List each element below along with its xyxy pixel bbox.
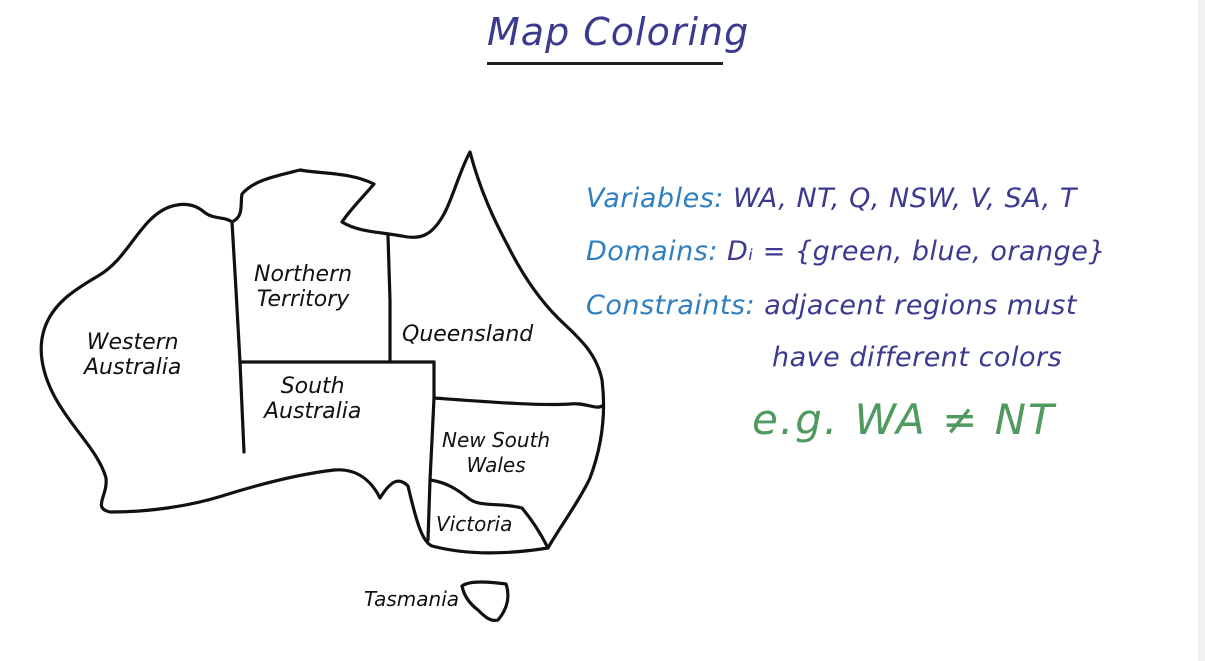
- label-victoria: Victoria: [436, 512, 512, 537]
- right-edge-strip: [1198, 0, 1205, 661]
- label-western-australia-line2: Australia: [84, 355, 182, 380]
- constraints-term: Constraints:: [586, 290, 756, 321]
- label-south-australia: South Australia: [264, 374, 361, 424]
- label-western-australia-line1: Western: [86, 330, 179, 355]
- variables-line: Variables: WA, NT, Q, NSW, V, SA, T: [586, 183, 1077, 214]
- domains-value: Dᵢ = {green, blue, orange}: [727, 236, 1107, 267]
- label-northern-territory-line2: Territory: [256, 287, 350, 312]
- constraints-line: Constraints: adjacent regions must: [586, 290, 1077, 321]
- label-south-australia-line2: Australia: [264, 399, 362, 424]
- label-western-australia: Western Australia: [84, 330, 181, 380]
- border-nsw-vic: [428, 478, 550, 550]
- label-northern-territory: Northern Territory: [254, 262, 352, 312]
- label-victoria-line1: Victoria: [436, 512, 513, 536]
- label-new-south-wales: New South Wales: [442, 428, 550, 478]
- label-new-south-wales-line1: New South: [442, 428, 551, 452]
- label-tasmania-line1: Tasmania: [364, 587, 460, 611]
- constraints-value-line1: adjacent regions must: [764, 290, 1077, 321]
- domains-line: Domains: Dᵢ = {green, blue, orange}: [586, 236, 1106, 267]
- variables-value: WA, NT, Q, NSW, V, SA, T: [732, 183, 1077, 214]
- title-underline: [487, 62, 723, 65]
- border-qld-nsw: [432, 396, 604, 409]
- label-new-south-wales-line2: Wales: [466, 453, 526, 477]
- label-queensland: Queensland: [402, 322, 533, 347]
- tasmania-outline: [460, 580, 510, 622]
- border-wa: [230, 220, 246, 454]
- border-sa-east: [426, 360, 436, 542]
- label-queensland-line1: Queensland: [402, 322, 534, 347]
- constraints-value-line2: have different colors: [772, 342, 1063, 373]
- border-nt-qld: [386, 234, 392, 362]
- label-south-australia-line1: South: [280, 374, 345, 399]
- page-title: Map Coloring: [487, 10, 750, 54]
- label-tasmania: Tasmania: [364, 587, 459, 612]
- mainland-outline: [39, 150, 606, 555]
- label-northern-territory-line1: Northern: [254, 262, 353, 287]
- example-constraint: e.g. WA ≠ NT: [752, 395, 1056, 444]
- domains-term: Domains:: [586, 236, 718, 267]
- variables-term: Variables:: [586, 183, 724, 214]
